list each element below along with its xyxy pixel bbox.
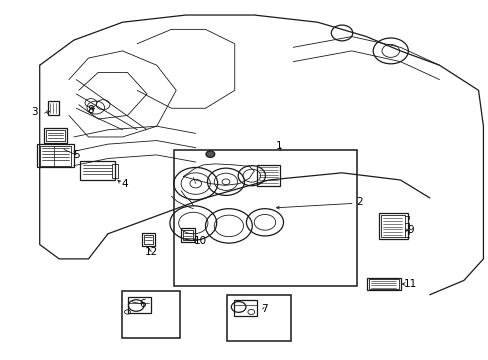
Text: 8: 8 [87,105,94,115]
Bar [37,144,74,167]
Text: 4: 4 [122,179,128,189]
Bar [173,149,356,286]
Bar [45,130,65,141]
Text: 6: 6 [139,299,145,309]
Bar [378,213,407,239]
Text: 3: 3 [31,107,38,117]
Text: 10: 10 [194,236,207,246]
Bar [128,297,151,314]
Text: 11: 11 [403,279,416,289]
Text: 1: 1 [276,141,283,151]
Text: 2: 2 [355,197,362,207]
Bar [142,233,155,246]
Bar [368,279,398,289]
Bar [380,215,405,237]
Bar [233,300,257,316]
Bar [183,230,192,240]
Bar [48,101,59,115]
Bar [43,128,67,143]
Bar [227,295,290,341]
Bar [122,291,180,338]
Text: 5: 5 [73,150,80,160]
Bar [256,165,280,186]
Text: 7: 7 [260,304,267,314]
Text: 12: 12 [145,247,158,257]
Bar [112,164,118,178]
Circle shape [205,151,214,157]
Bar [144,235,153,244]
Bar [366,278,400,290]
Bar [80,161,115,180]
Bar [40,146,71,166]
Bar [181,228,194,242]
Text: 9: 9 [406,225,413,235]
